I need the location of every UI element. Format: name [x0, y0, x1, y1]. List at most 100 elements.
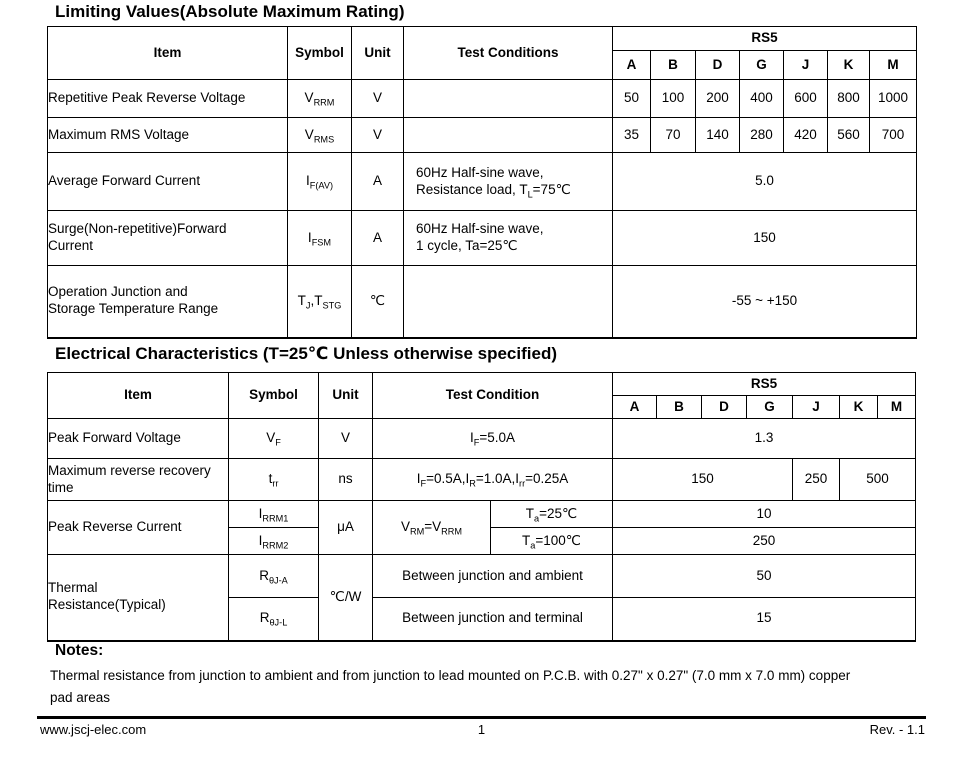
notes-text: Thermal resistance from junction to ambi…	[50, 668, 851, 705]
table-row: Surge(Non-repetitive)Forward Current IFSM…	[47, 210, 918, 266]
unit-cell: V	[351, 117, 404, 153]
grade-header-b: B	[656, 395, 702, 419]
grade-header-b: B	[650, 50, 696, 80]
unit-cell: μA	[318, 500, 373, 555]
series-header-rs5: RS5	[611, 26, 918, 51]
item-cell: Peak Forward Voltage	[47, 418, 229, 459]
value-cell: 200	[695, 79, 740, 118]
item-cell: Maximum reverse recovery time	[47, 458, 229, 501]
symbol-cell: TJ,TSTG	[287, 265, 352, 338]
test-condition-sub-cell: Ta=100℃	[490, 527, 613, 555]
table-row: RθJ-L Between junction and terminal 15	[48, 597, 917, 641]
value-cell: 70	[650, 117, 696, 153]
value-cell: 15	[611, 597, 917, 641]
grade-header-a: A	[612, 50, 651, 80]
test-condition-cell: IF=5.0A	[372, 418, 613, 459]
value-cell: 140	[695, 117, 740, 153]
item-cell: Maximum RMS Voltage	[47, 117, 288, 153]
symbol-cell: RθJ-A	[228, 554, 319, 598]
column-header-unit: Unit	[351, 26, 404, 80]
test-condition-cell: VRM=VRRM	[372, 500, 491, 555]
value-cell: 35	[612, 117, 651, 153]
column-header-symbol: Symbol	[228, 372, 319, 419]
value-cell: 560	[827, 117, 870, 153]
value-cell: 420	[783, 117, 828, 153]
symbol-cell: VRRM	[287, 79, 352, 118]
grade-header-d: D	[701, 395, 747, 419]
test-condition-cell: Between junction and terminal	[372, 597, 613, 641]
value-cell: 150	[611, 210, 918, 266]
footer-website: www.jscj-elec.com	[40, 722, 147, 737]
value-cell: 150	[612, 458, 793, 501]
table-row: Item Symbol Unit Test Conditions RS5	[47, 26, 918, 80]
series-header-rs5: RS5	[611, 372, 917, 396]
table-row: Thermal Resistance(Typical) RθJ-A ℃/W Bet…	[47, 554, 917, 641]
limiting-values-table: Item Symbol Unit Test Conditions RS5 A B…	[47, 26, 918, 339]
table-row: IRRM2 Ta=100℃ 250	[48, 527, 917, 555]
test-conditions-cell	[403, 117, 613, 153]
grade-header-g: G	[739, 50, 784, 80]
value-cell: 400	[739, 79, 784, 118]
unit-cell: ℃/W	[318, 554, 373, 641]
unit-cell: V	[318, 418, 373, 459]
symbol-cell: IF(AV)	[287, 152, 352, 211]
footer-revision: Rev. - 1.1	[869, 722, 925, 737]
table-row: Peak Reverse Current IRRM1 μA VRM=VRRM T…	[47, 500, 917, 555]
value-cell: 1.3	[611, 418, 917, 459]
grade-header-j: J	[783, 50, 828, 80]
column-header-item: Item	[47, 26, 288, 80]
page-footer: www.jscj-elec.com 1 Rev. - 1.1	[0, 722, 963, 742]
column-header-test-condition: Test Condition	[372, 372, 613, 419]
footer-divider	[37, 716, 926, 719]
value-cell: -55 ~ +150	[611, 265, 918, 338]
symbol-cell: trr	[228, 458, 319, 501]
table-row: Maximum reverse recovery time trr ns IF=0…	[47, 458, 917, 501]
grade-header-m: M	[876, 395, 917, 419]
column-header-symbol: Symbol	[287, 26, 352, 80]
grade-header-m: M	[868, 50, 918, 80]
table-row: Operation Junction and Storage Temperatur…	[47, 265, 918, 338]
value-cell: 600	[783, 79, 828, 118]
grade-header-a: A	[612, 395, 657, 419]
limiting-values-title: Limiting Values(Absolute Maximum Rating)	[55, 2, 405, 21]
symbol-cell: IRRM2	[228, 527, 319, 555]
table-row: Average Forward Current IF(AV) A 60Hz Ha…	[47, 152, 918, 211]
test-condition-cell: Between junction and ambient	[372, 554, 613, 598]
test-condition-sub-cell: Ta=25℃	[490, 500, 613, 528]
column-header-unit: Unit	[318, 372, 373, 419]
symbol-cell: IRRM1	[228, 500, 319, 528]
item-cell: Thermal Resistance(Typical)	[47, 554, 229, 641]
value-cell: 500	[838, 458, 917, 501]
unit-cell: A	[351, 152, 404, 211]
value-cell: 250	[611, 527, 917, 555]
grade-header-j: J	[792, 395, 840, 419]
grade-header-k: K	[839, 395, 878, 419]
value-cell: 280	[739, 117, 784, 153]
item-cell: Operation Junction and Storage Temperatur…	[47, 265, 288, 338]
value-cell: 50	[611, 554, 917, 598]
unit-cell: ℃	[351, 265, 404, 338]
test-conditions-cell: 60Hz Half-sine wave, 1 cycle, Ta=25℃	[403, 210, 613, 266]
table-row: Peak Forward Voltage VF V IF=5.0A 1.3	[47, 418, 917, 459]
symbol-cell: RθJ-L	[228, 597, 319, 641]
symbol-cell: VF	[228, 418, 319, 459]
value-cell: 5.0	[611, 152, 918, 211]
unit-cell: A	[351, 210, 404, 266]
item-cell: Surge(Non-repetitive)Forward Current	[47, 210, 288, 266]
value-cell: 100	[650, 79, 696, 118]
electrical-characteristics-title: Electrical Characteristics (T=25℃ Unless…	[55, 344, 557, 363]
value-cell: 10	[611, 500, 917, 528]
unit-cell: ns	[318, 458, 373, 501]
symbol-cell: VRMS	[287, 117, 352, 153]
grade-header-d: D	[695, 50, 740, 80]
electrical-characteristics-table: Item Symbol Unit Test Condition RS5 A B …	[47, 372, 917, 642]
test-conditions-cell	[403, 79, 613, 118]
item-cell: Repetitive Peak Reverse Voltage	[47, 79, 288, 118]
notes-heading: Notes:	[55, 642, 104, 659]
grade-header-k: K	[827, 50, 870, 80]
table-row: Item Symbol Unit Test Condition RS5	[47, 372, 917, 419]
table-row: A B D G J K M	[48, 395, 917, 419]
table-row: A B D G J K M	[48, 50, 918, 80]
value-cell: 50	[612, 79, 651, 118]
item-cell: Average Forward Current	[47, 152, 288, 211]
